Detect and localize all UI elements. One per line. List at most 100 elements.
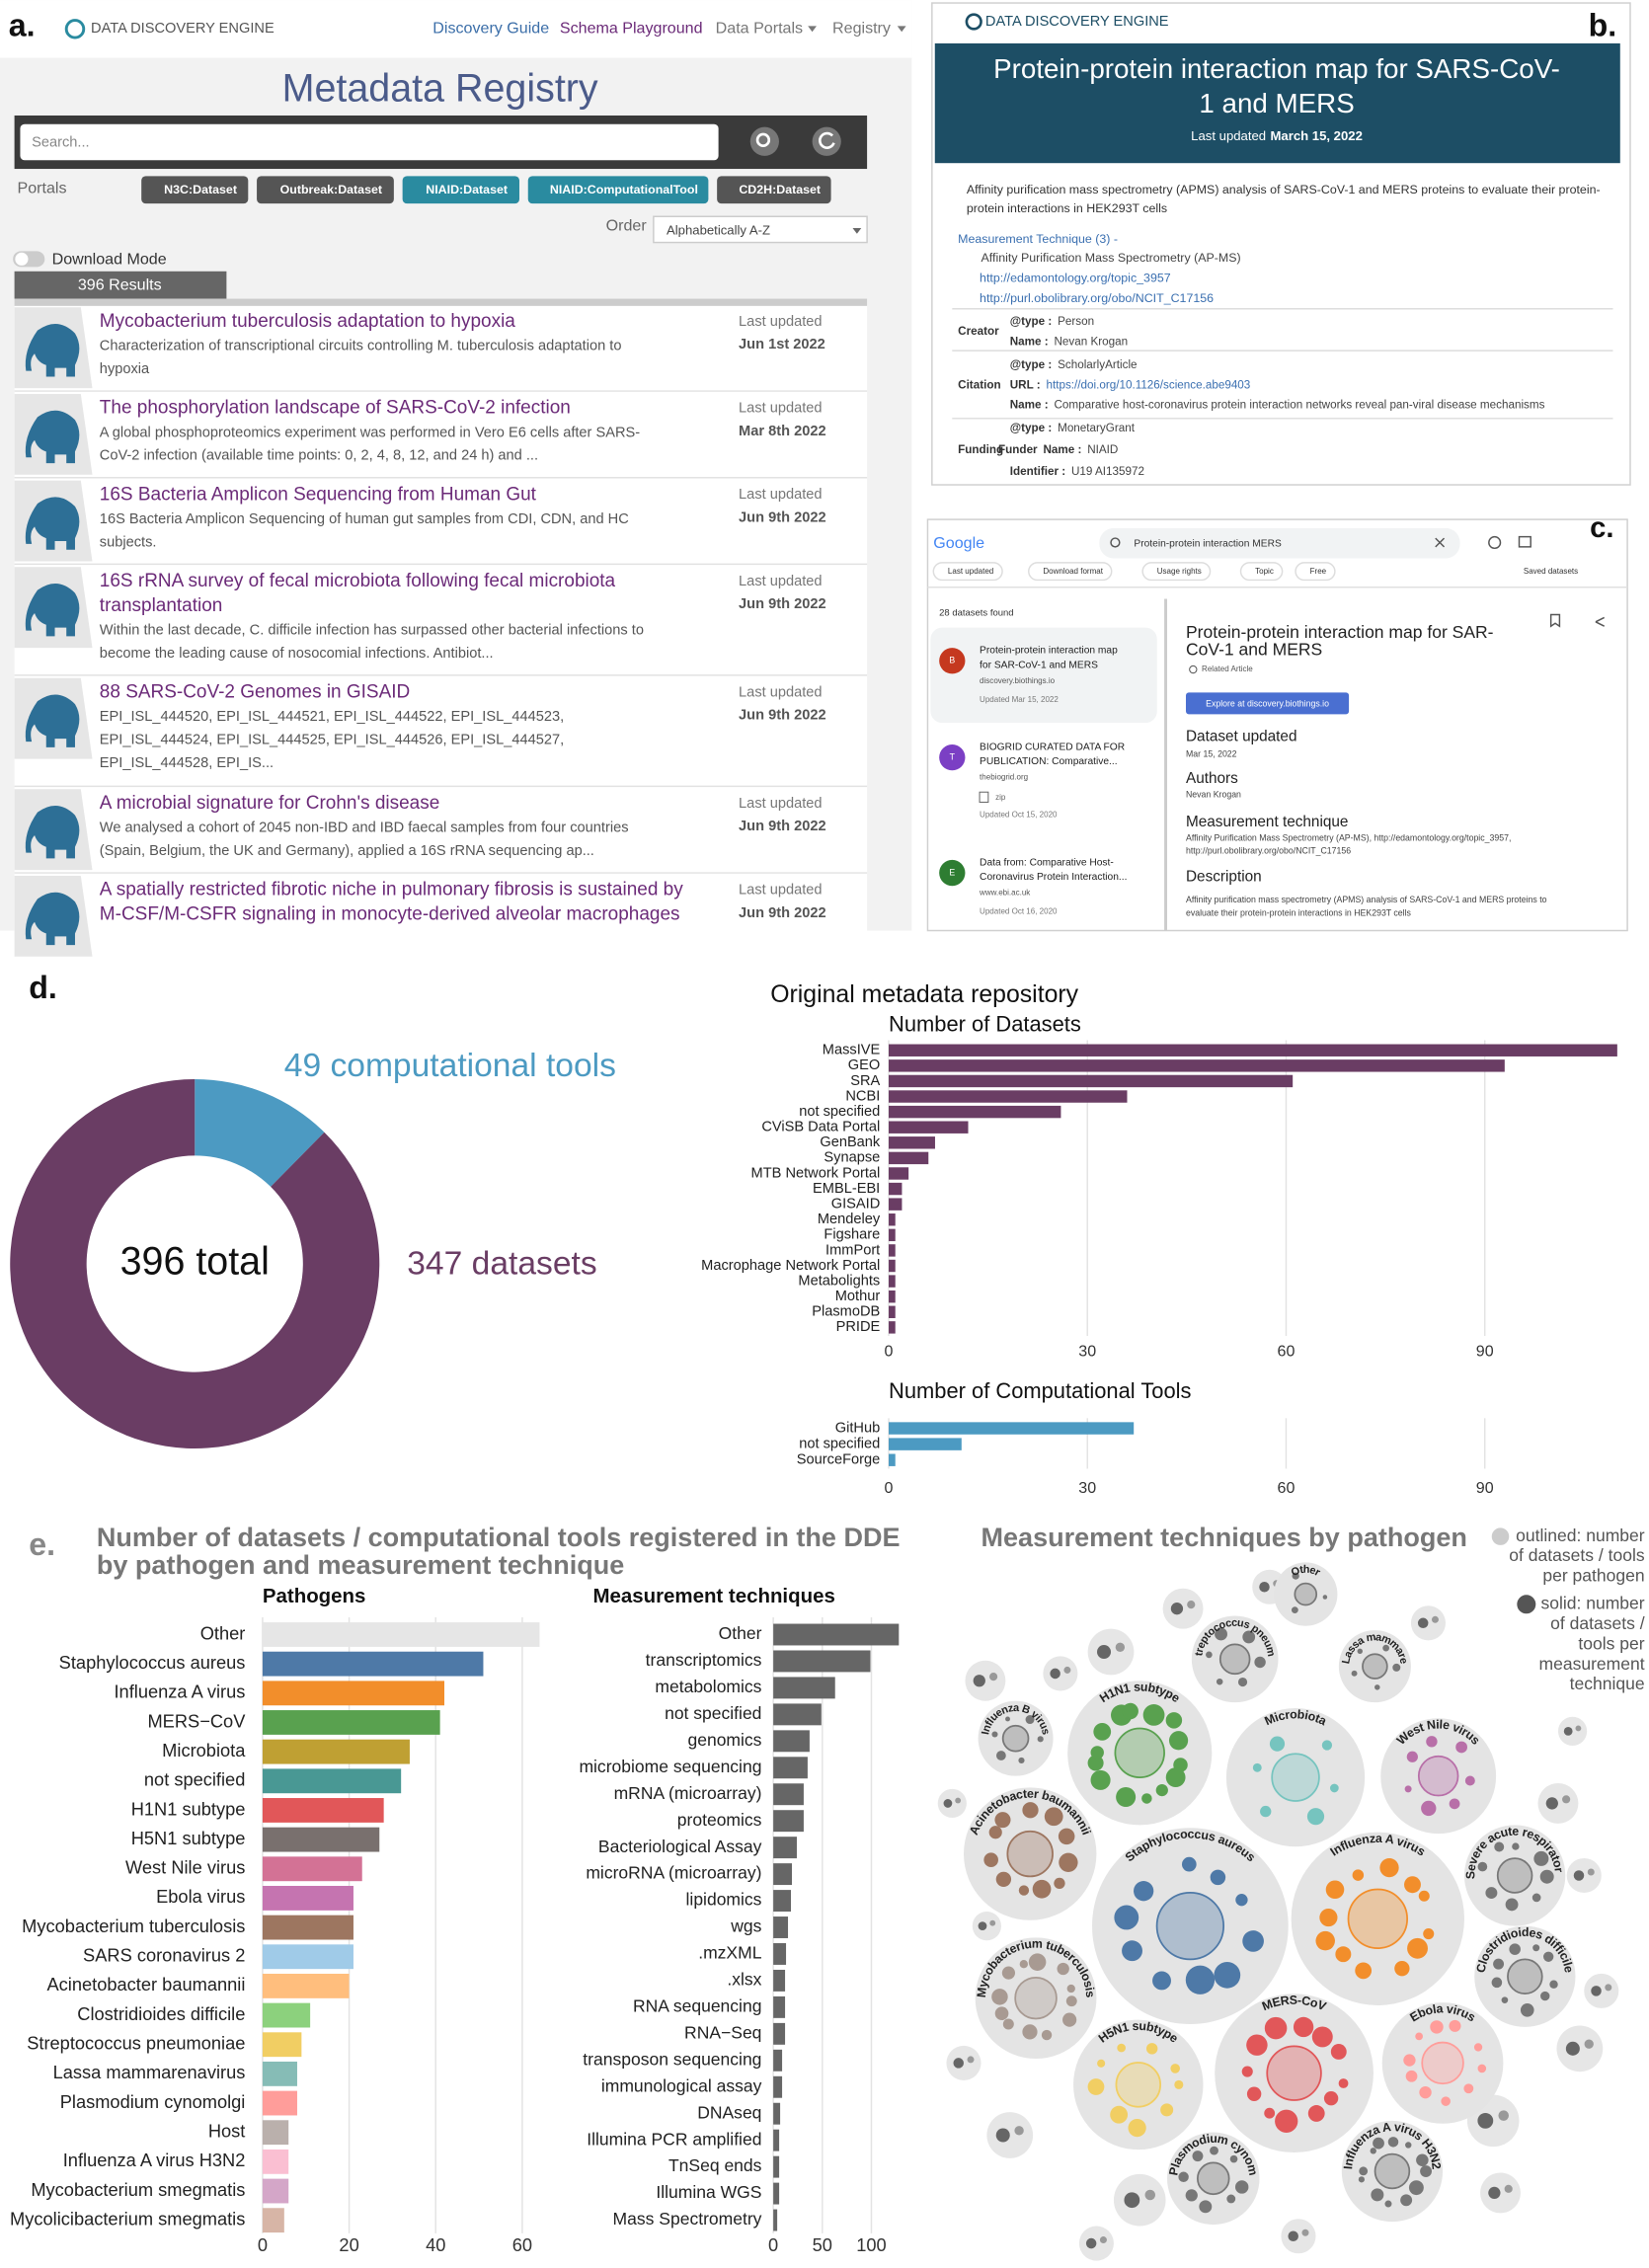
source-badge <box>939 744 966 771</box>
technique-dot <box>1351 1670 1358 1677</box>
technique-dot <box>1315 1930 1335 1951</box>
category-label: Figshare <box>824 1227 880 1243</box>
result-title[interactable]: 16S rRNA survey of fecal microbiota foll… <box>100 571 616 591</box>
pathogen-outline <box>1115 2062 1162 2108</box>
filter-chip[interactable]: Free <box>1310 567 1327 576</box>
result-title[interactable]: Protein-protein interaction map <box>980 646 1118 657</box>
result-icon <box>25 694 80 747</box>
result-title[interactable]: for SAR-CoV-1 and MERS <box>980 660 1098 670</box>
order-select[interactable] <box>653 215 868 244</box>
portal-button[interactable] <box>257 176 394 204</box>
result-title[interactable]: Data from: Comparative Host- <box>980 858 1114 869</box>
result-description: A global phosphoproteomics experiment wa… <box>100 425 640 440</box>
related-article: Related Article <box>1202 665 1253 673</box>
result-title[interactable]: M-CSF/M-CSFR signaling in monocyte-deriv… <box>100 903 680 924</box>
result-title[interactable]: A spatially restricted fibrotic niche in… <box>100 880 683 900</box>
filter-chip[interactable]: Last updated <box>948 567 993 576</box>
technique-dot <box>1330 2044 1347 2060</box>
portal-button[interactable] <box>527 176 709 204</box>
result-title[interactable]: A microbial signature for Crohn's diseas… <box>100 793 439 814</box>
portal-button[interactable] <box>402 176 519 204</box>
field-key: @type : <box>1010 358 1053 371</box>
search-button[interactable] <box>749 126 779 156</box>
bar <box>262 2120 289 2146</box>
explore-button[interactable] <box>1185 692 1350 715</box>
result-title[interactable]: Coronavirus Protein Interaction... <box>980 872 1127 883</box>
search-input[interactable] <box>20 123 719 161</box>
filter-chip[interactable]: Topic <box>1255 567 1274 576</box>
technique-dot <box>1165 1767 1186 1787</box>
measurement-item[interactable]: http://purl.obolibrary.org/obo/NCIT_C171… <box>980 291 1214 305</box>
technique-dot <box>994 1812 1011 1829</box>
portal-label: Outbreak:Dataset <box>280 183 382 196</box>
technique-dot <box>1065 1995 1077 2007</box>
category-label: CViSB Data Portal <box>761 1120 880 1135</box>
technique-dot <box>1241 2066 1253 2077</box>
result-title[interactable]: BIOGRID CURATED DATA FOR <box>980 743 1125 753</box>
portal-button[interactable] <box>717 176 831 204</box>
result-title[interactable]: Mycobacterium tuberculosis adaptation to… <box>100 311 515 332</box>
x-tick-label: 30 <box>1078 1342 1096 1360</box>
technique-dot <box>1359 2166 1369 2176</box>
cluster-dot <box>1187 1601 1196 1609</box>
search-icon <box>1110 537 1121 548</box>
result-title[interactable]: transplantation <box>100 595 223 616</box>
technique-dot <box>1002 2018 1014 2030</box>
updated-date: Jun 9th 2022 <box>739 708 826 724</box>
technique-dot <box>1019 1960 1028 1969</box>
cluster-dot <box>1431 1615 1439 1623</box>
search-button[interactable] <box>812 126 841 156</box>
chart-subtitle: Measurement techniques <box>592 1585 834 1607</box>
filter-chip[interactable]: Usage rights <box>1157 567 1202 576</box>
category-label: transposon sequencing <box>583 2049 761 2069</box>
nav-link[interactable]: Data Portals <box>716 20 803 38</box>
technique-dot <box>1114 1905 1139 1930</box>
nav-link[interactable]: Registry <box>832 20 891 38</box>
result-icon <box>25 410 80 464</box>
result-title[interactable]: 88 SARS-CoV-2 Genomes in GISAID <box>100 681 410 702</box>
caret <box>897 26 906 33</box>
technique-dot <box>1477 2064 1487 2073</box>
technique-dot <box>1291 1606 1298 1614</box>
technique-dot <box>1319 1908 1338 1927</box>
category-label: Clostridioides difficile <box>77 2003 245 2024</box>
detail-title: Protein-protein interaction map for SAR- <box>1186 622 1494 642</box>
updated-label: Last updated <box>739 882 822 898</box>
technique-dot <box>1394 1960 1410 1977</box>
measurement-item[interactable]: http://edamontology.org/topic_3957 <box>980 271 1171 284</box>
nav-link[interactable]: Discovery Guide <box>432 20 549 38</box>
result-title[interactable]: The phosphorylation landscape of SARS-Co… <box>100 398 571 419</box>
bar <box>889 1182 903 1196</box>
detail-icons <box>1549 613 1606 628</box>
bar <box>262 1856 362 1882</box>
category-label: not specified <box>799 1104 880 1120</box>
header-bar <box>0 0 912 58</box>
saved-datasets[interactable]: Saved datasets <box>1524 567 1578 576</box>
chip-frame <box>1028 562 1113 582</box>
technique-dot <box>1215 1627 1227 1641</box>
category-label: H5N1 subtype <box>131 1828 246 1848</box>
cluster-dot <box>1605 1984 1612 1992</box>
category-label: GISAID <box>831 1197 881 1212</box>
bar <box>262 2090 297 2116</box>
technique-dot <box>1005 1716 1010 1722</box>
technique-dot <box>1275 2109 1298 2133</box>
result-title[interactable]: 16S Bacteria Amplicon Sequencing from Hu… <box>100 484 537 505</box>
search-box[interactable] <box>1099 527 1460 559</box>
field-key: URL : <box>1010 378 1041 391</box>
technique-dot <box>1214 1961 1241 1989</box>
caret <box>852 227 862 234</box>
category-label: GEO <box>848 1057 880 1073</box>
category-label: MTB Network Portal <box>751 1165 881 1181</box>
result-title[interactable]: PUBLICATION: Comparative... <box>980 756 1118 767</box>
portal-label: NIAID:ComputationalTool <box>550 183 698 196</box>
technique-dot <box>1423 1928 1435 1940</box>
technique-dot <box>1018 1757 1025 1764</box>
technique-dot <box>1352 1869 1365 1881</box>
legend-text: technique <box>1570 1674 1645 1693</box>
nav-link[interactable]: Schema Playground <box>560 20 703 38</box>
description: Affinity purification mass spectrometry … <box>967 183 1601 196</box>
filter-chip[interactable]: Download format <box>1043 567 1103 576</box>
portal-button[interactable] <box>141 176 249 204</box>
field-value: Comparative host-coronavirus protein int… <box>1055 399 1545 412</box>
